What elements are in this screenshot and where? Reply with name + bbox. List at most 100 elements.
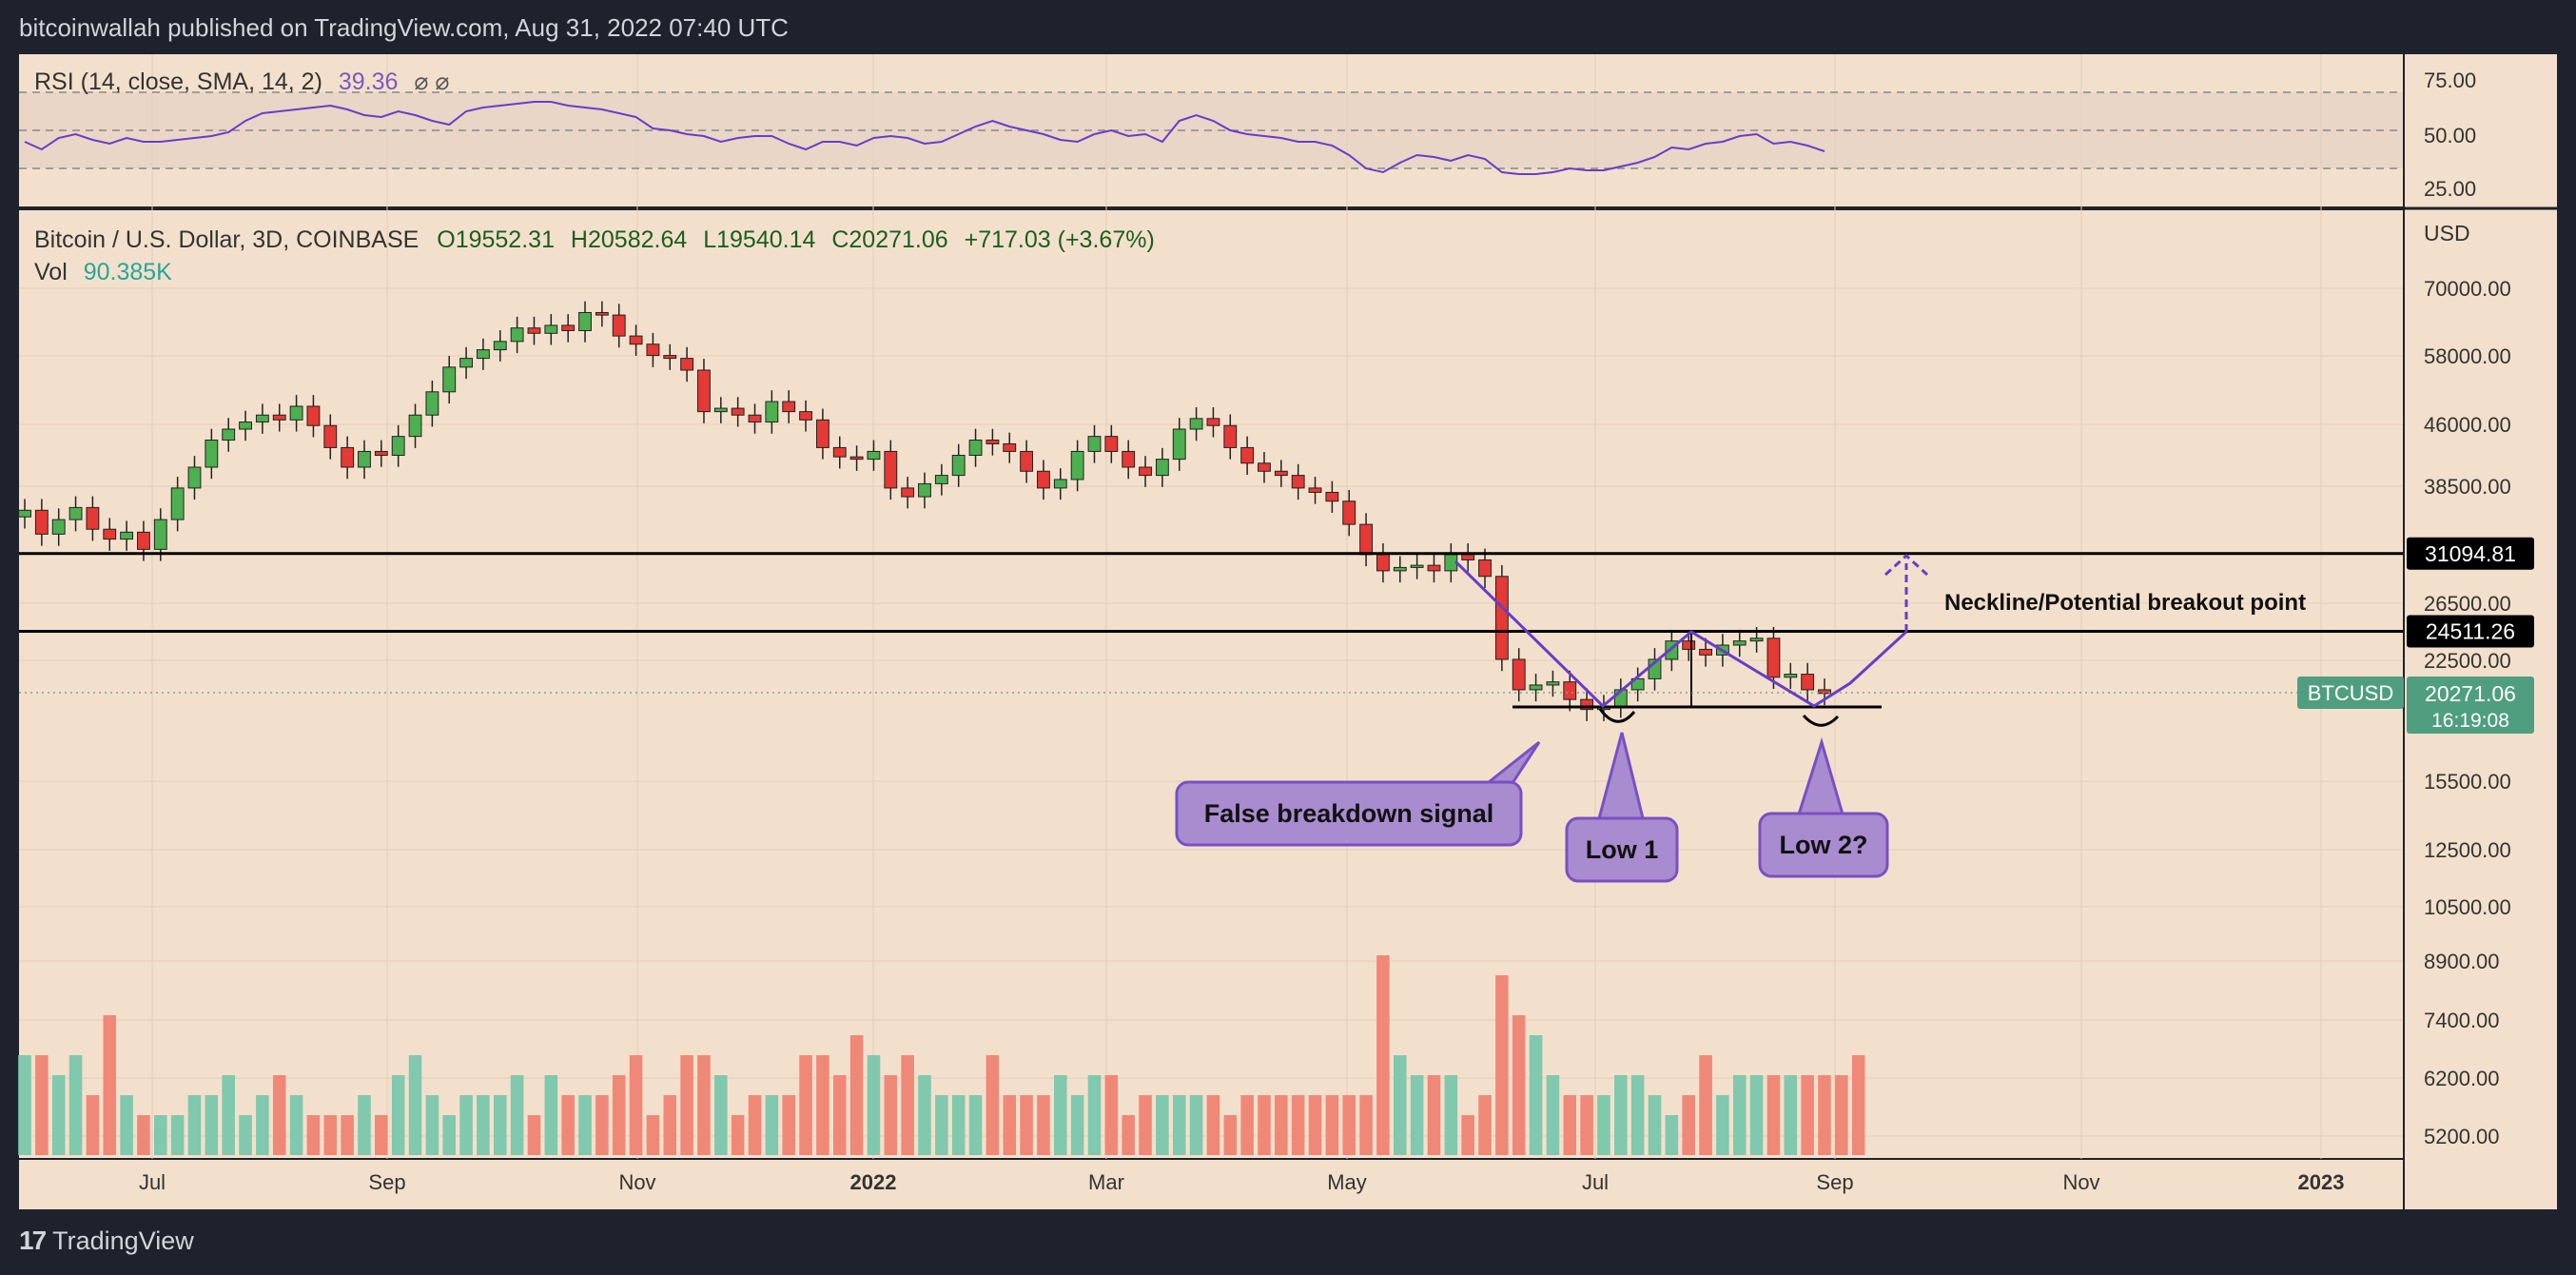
candle-body xyxy=(748,414,762,423)
volume-bar xyxy=(1104,1075,1119,1155)
candle-body xyxy=(1682,640,1696,650)
volume-bar xyxy=(1325,1095,1339,1155)
time-tick-label: May xyxy=(1327,1170,1367,1194)
candle-body xyxy=(358,450,371,468)
candle-body xyxy=(1308,487,1322,493)
volume-bar xyxy=(1835,1075,1848,1155)
time-tick-label: Nov xyxy=(2062,1170,2099,1194)
candle-body xyxy=(1546,681,1560,686)
candle-body xyxy=(612,314,626,337)
volume-bar xyxy=(832,1075,847,1155)
volume-bar xyxy=(493,1095,507,1155)
rsi-line xyxy=(24,101,1825,175)
main-legend: Bitcoin / U.S. Dollar, 3D, COINBASE O195… xyxy=(34,226,1155,254)
volume-bar xyxy=(1054,1075,1067,1155)
false-breakdown-callout-text: False breakdown signal xyxy=(1204,799,1494,828)
candle-body xyxy=(782,401,796,413)
candle-body xyxy=(1291,475,1305,489)
volume-bar xyxy=(442,1115,457,1155)
candle-body xyxy=(1189,418,1203,430)
volume-bar xyxy=(1122,1115,1135,1155)
visibility-icons[interactable]: ⌀ ⌀ xyxy=(414,69,450,95)
volume-bar xyxy=(1003,1095,1017,1155)
volume-bar xyxy=(816,1055,829,1155)
candle-body xyxy=(884,450,898,489)
candle-body xyxy=(918,482,931,498)
candle-body xyxy=(341,446,355,468)
volume-bar xyxy=(154,1115,167,1155)
candle-body xyxy=(1376,554,1390,572)
candle-body xyxy=(255,414,269,423)
candle-body xyxy=(799,411,812,421)
footer: 17 TradingView xyxy=(19,1226,194,1256)
candle-body xyxy=(306,405,321,426)
volume-bar xyxy=(1749,1075,1764,1155)
breakout-arrowhead xyxy=(1883,553,1929,577)
rsi-tick-label: 75.00 xyxy=(2424,69,2476,92)
price-panel[interactable] xyxy=(19,210,2403,1209)
candle-body xyxy=(1122,450,1136,468)
volume-bar xyxy=(289,1095,303,1155)
candle-body xyxy=(901,487,915,498)
time-axis[interactable] xyxy=(19,1160,2403,1207)
candle-body xyxy=(1478,559,1492,578)
volume-bar xyxy=(765,1095,779,1155)
volume-bar xyxy=(222,1075,235,1155)
candle-body xyxy=(493,341,507,351)
candle-body xyxy=(1461,554,1475,560)
volume-bar xyxy=(561,1095,575,1155)
price-tick-label: 22500.00 xyxy=(2424,649,2511,673)
candle-body xyxy=(731,407,745,416)
low1-callout-box[interactable] xyxy=(1565,816,1679,883)
volume-bar xyxy=(18,1055,31,1155)
low2-callout-box[interactable] xyxy=(1758,812,1889,878)
time-tick-label: Nov xyxy=(618,1170,655,1194)
candle-body xyxy=(1087,436,1102,452)
false-breakdown-callout-box[interactable] xyxy=(1175,780,1523,847)
volume-bar xyxy=(1037,1095,1050,1155)
price-tick-label: 5200.00 xyxy=(2424,1125,2500,1148)
volume-bar xyxy=(375,1115,388,1155)
candle-body xyxy=(68,506,83,520)
candle-body xyxy=(1342,500,1356,525)
vol-value: 90.385K xyxy=(83,259,172,285)
low-value: L19540.14 xyxy=(703,226,816,253)
candle-body xyxy=(86,506,100,530)
symbol-tag xyxy=(2297,677,2404,709)
symbol-name[interactable]: Bitcoin / U.S. Dollar, 3D, COINBASE xyxy=(34,226,420,253)
volume-bar xyxy=(1087,1075,1102,1155)
price-tick-label: 26500.00 xyxy=(2424,592,2511,616)
volume-bar xyxy=(341,1115,354,1155)
currency-label: USD xyxy=(2424,221,2470,245)
candle-body xyxy=(986,440,1000,444)
low2-callout-text: Low 2? xyxy=(1780,831,1868,859)
volume-bar xyxy=(918,1075,931,1155)
candle-body xyxy=(1427,564,1441,572)
current-price-tag xyxy=(2407,677,2534,734)
volume-bar xyxy=(1223,1115,1238,1155)
candle-body xyxy=(713,407,728,413)
candle-body xyxy=(51,519,66,535)
volume-bar xyxy=(1070,1095,1084,1155)
volume-bar xyxy=(1665,1115,1679,1155)
volume-bar xyxy=(1444,1075,1458,1155)
candle-body xyxy=(476,349,490,360)
volume-bar xyxy=(86,1095,100,1155)
volume-bar xyxy=(935,1095,948,1155)
volume-bar xyxy=(646,1115,660,1155)
volume-bar xyxy=(1784,1075,1798,1155)
candle-body xyxy=(272,414,286,421)
price-tick-label: 46000.00 xyxy=(2424,413,2511,437)
candle-body xyxy=(34,509,49,535)
candle-body xyxy=(849,456,864,461)
candle-body xyxy=(459,358,474,368)
candle-body xyxy=(578,311,592,331)
candle-body xyxy=(1529,684,1543,691)
volume-bar xyxy=(544,1075,558,1155)
volume-bar xyxy=(1563,1095,1577,1155)
candle-body xyxy=(1037,470,1050,489)
volume-bar xyxy=(680,1055,693,1155)
volume-bar xyxy=(408,1055,422,1155)
volume-bar xyxy=(1427,1075,1441,1155)
